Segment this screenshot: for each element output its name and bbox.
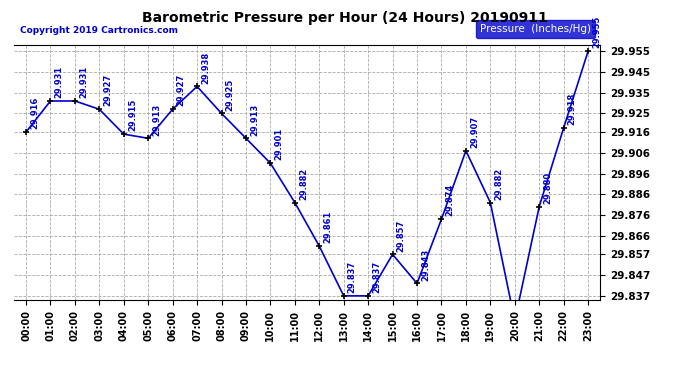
- Text: 29.907: 29.907: [470, 116, 479, 148]
- Text: 29.874: 29.874: [446, 184, 455, 216]
- Text: 29.837: 29.837: [348, 261, 357, 293]
- Legend: Pressure  (Inches/Hg): Pressure (Inches/Hg): [476, 20, 595, 38]
- Text: 29.837: 29.837: [373, 261, 382, 293]
- Text: 29.931: 29.931: [79, 66, 88, 98]
- Text: 29.880: 29.880: [543, 172, 553, 204]
- Text: 29.861: 29.861: [324, 211, 333, 243]
- Text: Barometric Pressure per Hour (24 Hours) 20190911: Barometric Pressure per Hour (24 Hours) …: [142, 11, 548, 25]
- Text: 29.882: 29.882: [299, 168, 308, 200]
- Text: 29.918: 29.918: [568, 93, 577, 125]
- Text: 29.913: 29.913: [250, 103, 259, 135]
- Text: Copyright 2019 Cartronics.com: Copyright 2019 Cartronics.com: [19, 26, 177, 35]
- Text: 29.955: 29.955: [592, 16, 601, 48]
- Text: 29.927: 29.927: [104, 74, 112, 106]
- Text: 29.927: 29.927: [177, 74, 186, 106]
- Text: 29.857: 29.857: [397, 219, 406, 252]
- Text: 29.913: 29.913: [152, 103, 161, 135]
- Text: 29.931: 29.931: [55, 66, 63, 98]
- Text: 29.882: 29.882: [495, 168, 504, 200]
- Text: 29.843: 29.843: [421, 248, 430, 280]
- Text: 29.901: 29.901: [275, 128, 284, 160]
- Text: 29.916: 29.916: [30, 97, 39, 129]
- Text: 29.825: 29.825: [0, 374, 1, 375]
- Text: 29.915: 29.915: [128, 99, 137, 131]
- Text: 29.938: 29.938: [201, 51, 210, 84]
- Text: 29.925: 29.925: [226, 78, 235, 111]
